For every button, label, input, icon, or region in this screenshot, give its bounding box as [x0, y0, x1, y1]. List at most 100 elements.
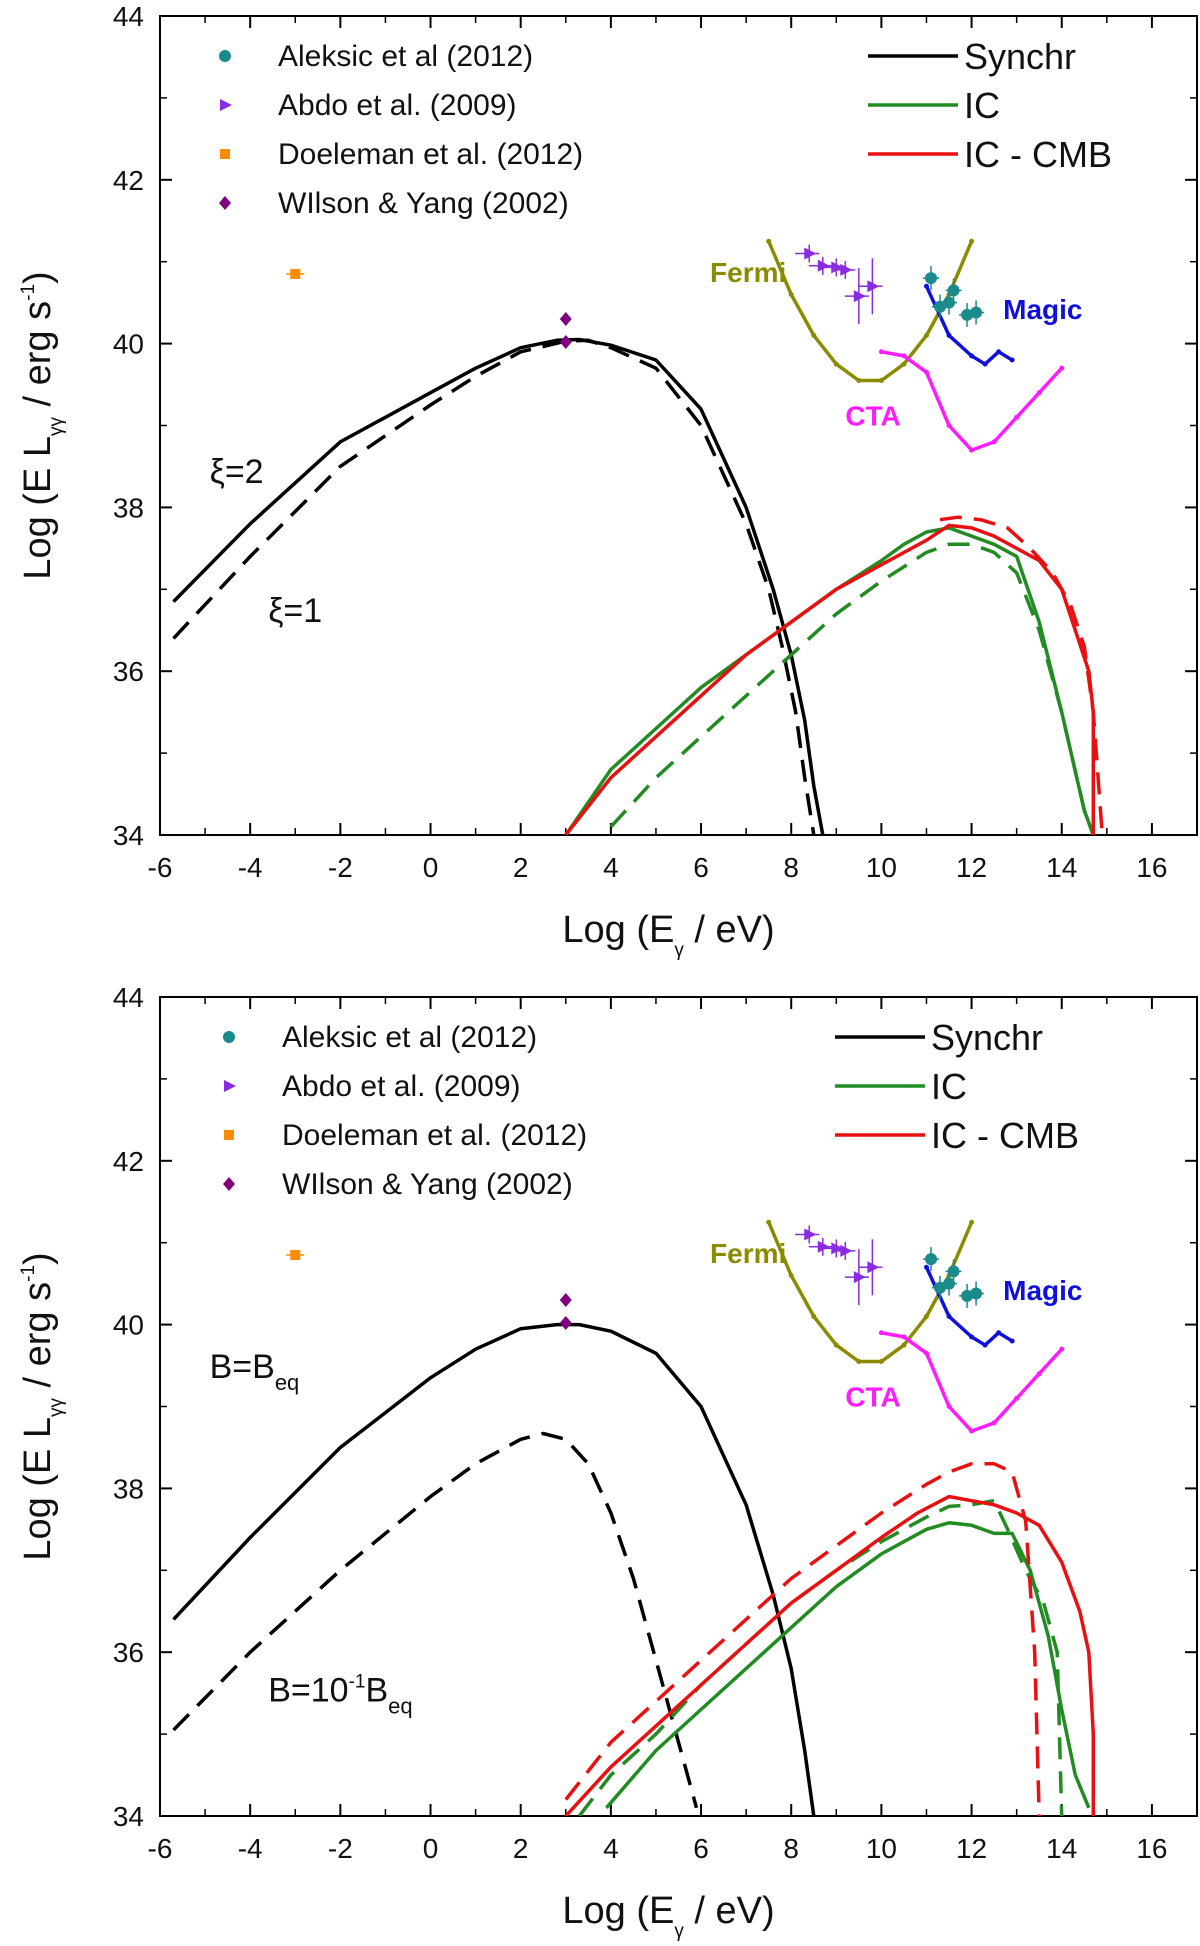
instrument-marker-cta	[878, 1330, 884, 1336]
legend-point-label: Doeleman et al. (2012)	[278, 138, 583, 171]
annotation: ξ=2	[210, 453, 264, 491]
aleksic-point	[934, 1281, 947, 1294]
legend-point-label: WIlson & Yang (2002)	[278, 187, 569, 220]
instrument-marker-magic	[1009, 1338, 1015, 1344]
series-ic-cmb-dashed	[939, 515, 1105, 835]
doeleman-point	[290, 268, 301, 279]
x-tick-label: -2	[328, 852, 353, 883]
instrument-marker-magic	[923, 1264, 929, 1270]
chart-panel-1: -6 -4 -2 0 2 4 6 8 10 12 14 16 34 36 38 40 42 44 Log (Eγ /…	[17, 1, 1198, 961]
aleksic-point	[943, 296, 956, 309]
x-tick-label: 14	[1046, 852, 1077, 883]
instrument-label-cta: CTA	[845, 1382, 900, 1413]
instrument-marker-fermi	[833, 1342, 839, 1348]
aleksic-point	[943, 1277, 956, 1290]
abdo-point	[853, 290, 866, 303]
legend-marker-triangle	[224, 1080, 236, 1092]
x-tick-label: -6	[148, 852, 173, 883]
aleksic-point	[947, 1265, 960, 1278]
series-synchr-dashed	[172, 338, 816, 835]
instrument-marker-fermi	[766, 238, 772, 244]
aleksic-point	[970, 1287, 983, 1300]
chart-panel-2: -6 -4 -2 0 2 4 6 8 10 12 14 16 34 36 38 40 42 44 Log (Eγ /…	[17, 982, 1198, 1942]
abdo-point	[817, 1240, 830, 1253]
instrument-marker-cta	[1059, 1346, 1065, 1352]
instrument-marker-magic	[946, 332, 952, 338]
instrument-curve-magic	[924, 1266, 1014, 1348]
instrument-curve-cta	[881, 350, 1063, 453]
plot-area	[172, 1219, 1096, 1816]
instrument-marker-magic	[923, 283, 929, 289]
instrument-label-fermi: Fermi	[710, 1238, 786, 1269]
series-ic-cmb-solid	[564, 523, 1096, 835]
y-tick-label: 34	[113, 1801, 144, 1832]
aleksic-point	[947, 284, 960, 297]
abdo-point	[804, 1228, 817, 1241]
series-synchr-solid	[172, 1322, 816, 1816]
annotation: B=10-1Beq	[268, 1671, 412, 1718]
instrument-marker-magic	[946, 1313, 952, 1319]
instrument-marker-magic	[982, 1342, 988, 1348]
instrument-marker-fermi	[856, 377, 862, 383]
x-tick-label: 6	[693, 1833, 709, 1864]
instrument-marker-cta	[969, 447, 975, 453]
instrument-marker-cta	[969, 1428, 975, 1434]
instrument-marker-fermi	[788, 1272, 794, 1278]
series-ic-dashed	[609, 542, 1095, 835]
instrument-marker-fermi	[811, 1313, 817, 1319]
instrument-marker-magic	[996, 1330, 1002, 1336]
legend-marker-diamond	[219, 196, 231, 210]
abdo-point	[867, 280, 880, 293]
legend-point-label: Abdo et al. (2009)	[278, 89, 517, 122]
x-tick-label: 8	[783, 852, 799, 883]
instrument-marker-fermi	[969, 1219, 975, 1225]
x-tick-label: 2	[513, 852, 529, 883]
instrument-marker-fermi	[833, 361, 839, 367]
instrument-label-cta: CTA	[845, 401, 900, 432]
abdo-point	[853, 1271, 866, 1284]
x-tick-label: 12	[956, 852, 987, 883]
series-ic-cmb-dashed	[564, 1462, 1041, 1816]
aleksic-point	[970, 306, 983, 319]
instrument-marker-magic	[1009, 357, 1015, 363]
y-tick-label: 40	[113, 329, 144, 360]
x-tick-label: -2	[328, 1833, 353, 1864]
x-tick-label: 0	[423, 1833, 439, 1864]
instrument-marker-cta	[923, 369, 929, 375]
y-axis-label: Log (E Lγγ / erg s-1)	[17, 1252, 67, 1560]
instrument-label-fermi: Fermi	[710, 257, 786, 288]
abdo-point	[867, 1261, 880, 1274]
instrument-marker-cta	[991, 1420, 997, 1426]
instrument-marker-magic	[996, 349, 1002, 355]
wilson-point	[559, 312, 572, 327]
y-tick-label: 42	[113, 165, 144, 196]
instrument-marker-cta	[901, 1334, 907, 1340]
legend-marker-circle	[219, 50, 231, 62]
x-tick-label: 12	[956, 1833, 987, 1864]
legend-line-label: IC - CMB	[931, 1115, 1079, 1156]
instrument-curve-cta	[881, 1331, 1063, 1434]
legend-point-label: Abdo et al. (2009)	[282, 1070, 521, 1103]
instrument-marker-cta	[901, 353, 907, 359]
y-tick-label: 38	[113, 492, 144, 523]
wilson-point	[559, 334, 572, 349]
instrument-marker-cta	[1014, 414, 1020, 420]
instrument-marker-magic	[969, 353, 975, 359]
instrument-marker-fermi	[923, 1313, 929, 1319]
wilson-point	[559, 1315, 572, 1330]
y-tick-label: 38	[113, 1473, 144, 1504]
legend-marker-diamond	[223, 1177, 235, 1191]
series-synchr-dashed	[172, 1431, 699, 1809]
abdo-point	[840, 1244, 853, 1257]
abdo-point	[817, 259, 830, 272]
x-tick-label: 0	[423, 852, 439, 883]
instrument-marker-cta	[946, 423, 952, 428]
instrument-marker-cta	[946, 1404, 952, 1409]
y-tick-label: 34	[113, 820, 144, 851]
aleksic-point	[924, 1253, 937, 1266]
instrument-marker-cta	[991, 439, 997, 445]
x-tick-label: -6	[148, 1833, 173, 1864]
x-tick-label: 6	[693, 852, 709, 883]
instrument-marker-cta	[1014, 1395, 1020, 1401]
